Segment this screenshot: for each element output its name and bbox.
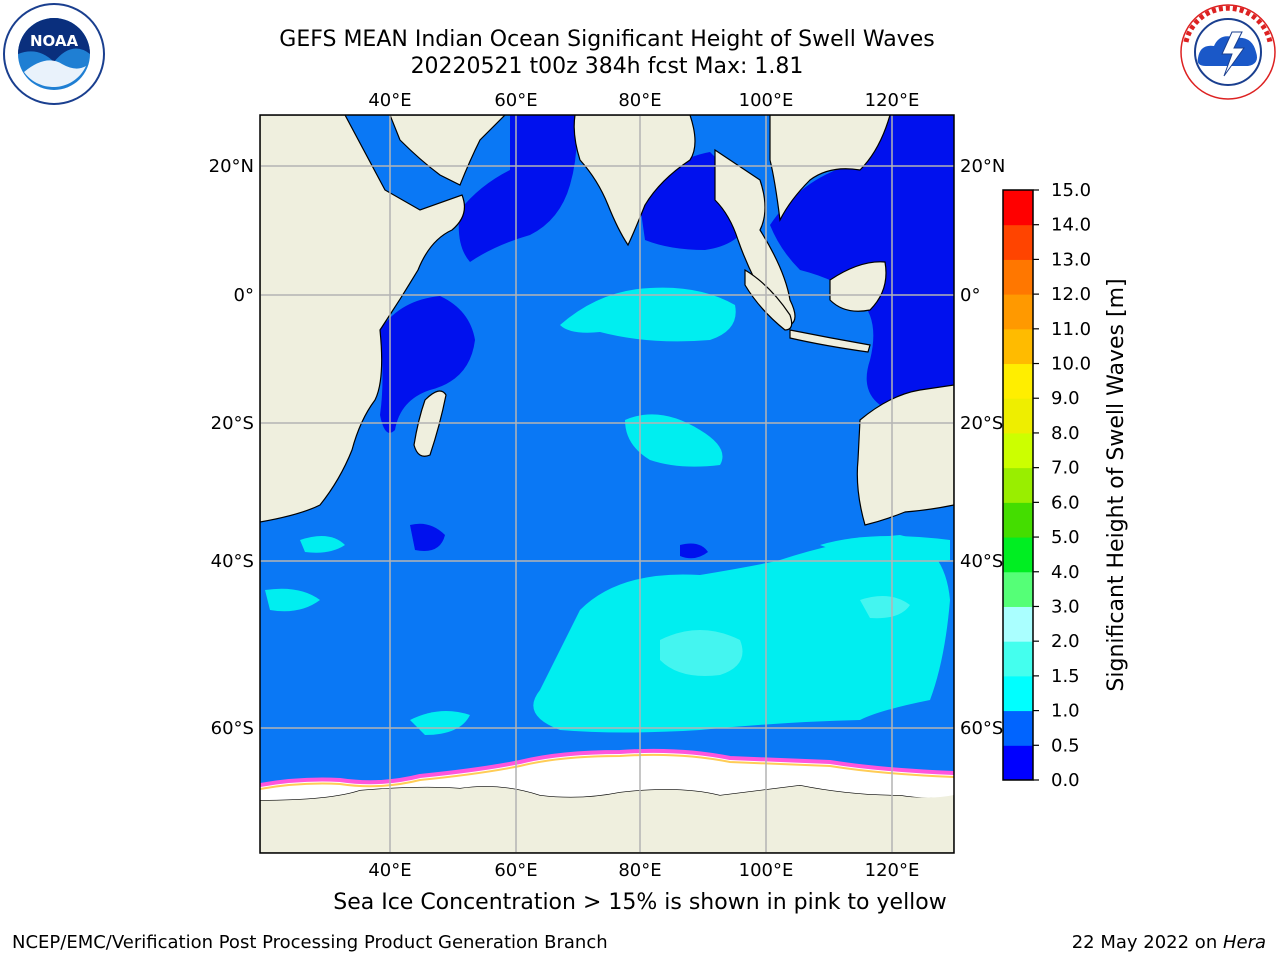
colorbar-segment [1003, 294, 1033, 330]
colorbar-tick-label: 13.0 [1051, 249, 1091, 270]
colorbar-segment [1003, 259, 1033, 295]
footer-date-text: 22 May 2022 on [1071, 932, 1223, 953]
colorbar-tick-label: 1.5 [1051, 666, 1080, 687]
colorbar-segment [1003, 432, 1033, 469]
swell-lighter-patches [660, 596, 910, 676]
graticule [260, 115, 954, 853]
lon-label-bottom: 60°E [494, 860, 537, 881]
colorbar-tick-label: 10.0 [1051, 354, 1091, 375]
colorbar-tick-label: 4.0 [1051, 562, 1080, 583]
lat-label-right: 0° [960, 285, 980, 306]
colorbar-tick-label: 3.0 [1051, 596, 1080, 617]
lat-label-left: 0° [234, 285, 254, 306]
colorbar-segment [1003, 328, 1033, 365]
colorbar-segment [1003, 675, 1033, 712]
caption: Sea Ice Concentration > 15% is shown in … [333, 890, 947, 915]
lon-label-top: 100°E [739, 90, 794, 111]
colorbar-tick-label: 7.0 [1051, 458, 1080, 479]
colorbar-segment [1003, 502, 1033, 538]
colorbar-tick-label: 9.0 [1051, 388, 1080, 409]
colorbar-segment [1003, 398, 1033, 434]
colorbar-segment [1003, 641, 1033, 677]
colorbar-tick-label: 15.0 [1051, 180, 1091, 201]
footer-host: Hera [1222, 932, 1266, 953]
nws-logo-icon [1180, 4, 1276, 100]
colorbar-label: Significant Height of Swell Waves [m] [1104, 278, 1129, 691]
colorbar-tick-label: 14.0 [1051, 215, 1091, 236]
colorbar-segment [1003, 467, 1033, 503]
colorbar-tick-label: 0.5 [1051, 735, 1080, 756]
colorbar-segment [1003, 363, 1033, 399]
lon-label-bottom: 120°E [865, 860, 920, 881]
sea-ice [260, 748, 954, 800]
colorbar-tick-label: 1.0 [1051, 701, 1080, 722]
title-line-2: 20220521 t00z 384h fcst Max: 1.81 [410, 54, 804, 79]
lat-label-right: 40°S [960, 551, 1003, 572]
colorbar-tick-label: 8.0 [1051, 423, 1080, 444]
colorbar-tick-label: 6.0 [1051, 492, 1080, 513]
land-masses [260, 115, 954, 853]
lon-label-top: 80°E [618, 90, 661, 111]
lat-label-right: 20°N [960, 156, 1005, 177]
lon-label-bottom: 100°E [739, 860, 794, 881]
lat-label-right: 20°S [960, 413, 1003, 434]
colorbar-segment [1003, 571, 1033, 607]
colorbar-segment [1003, 710, 1033, 746]
colorbar-tick-label: 12.0 [1051, 284, 1091, 305]
colorbar-segment [1003, 606, 1033, 642]
lon-label-top: 120°E [865, 90, 920, 111]
lat-label-right: 60°S [960, 718, 1003, 739]
colorbar-segment [1003, 190, 1033, 226]
colorbar-segment [1003, 745, 1033, 781]
colorbar-segment [1003, 224, 1033, 260]
footer-date: 22 May 2022 on Hera [1072, 932, 1266, 953]
noaa-logo-text: NOAA [30, 32, 79, 50]
colorbar-tick-label: 2.0 [1051, 631, 1080, 652]
colorbar-tick-label: 5.0 [1051, 527, 1080, 548]
lat-label-left: 40°S [211, 551, 254, 572]
swell-light-patches [265, 287, 950, 735]
noaa-logo-icon: NOAA [3, 3, 105, 105]
lat-label-left: 20°N [209, 156, 254, 177]
lon-label-top: 60°E [494, 90, 537, 111]
colorbar-tick-label: 0.0 [1051, 770, 1080, 791]
colorbar-segment [1003, 537, 1033, 573]
footer-credit: NCEP/EMC/Verification Post Processing Pr… [12, 932, 608, 953]
colorbar-tick-label: 11.0 [1051, 319, 1091, 340]
title-line-1: GEFS MEAN Indian Ocean Significant Heigh… [279, 27, 935, 52]
lat-label-left: 60°S [211, 718, 254, 739]
lon-label-bottom: 40°E [368, 860, 411, 881]
lon-label-bottom: 80°E [618, 860, 661, 881]
lon-label-top: 40°E [368, 90, 411, 111]
lat-label-left: 20°S [211, 413, 254, 434]
